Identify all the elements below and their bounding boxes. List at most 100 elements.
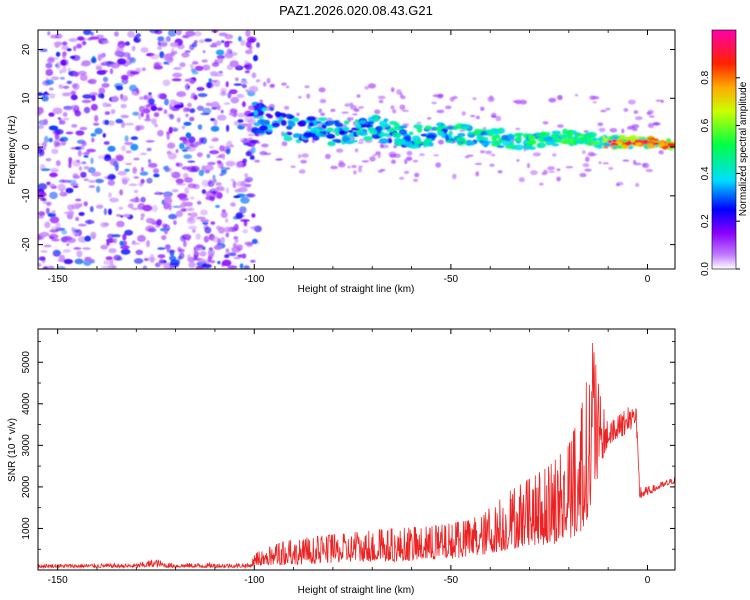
noise-blob [38,256,46,261]
noise-blob [65,187,74,194]
noise-blob [131,207,139,211]
halo-blob [306,93,311,99]
noise-blob [147,159,152,164]
noise-blob [70,104,80,110]
noise-blob [89,92,99,96]
noise-blob [228,252,237,257]
halo-blob [487,96,495,103]
spectrogram-ytick-label: -20 [21,237,32,252]
signal-blob [364,124,371,128]
halo-blob [532,152,541,157]
noise-blob [181,52,190,58]
halo-blob [419,153,425,157]
signal-blob [343,120,350,125]
halo-blob [406,150,413,156]
noise-blob [83,166,90,170]
halo-blob [479,150,486,154]
noise-blob [140,167,144,172]
noise-blob [49,172,58,178]
noise-blob [81,141,87,147]
signal-blob [445,134,449,141]
noise-blob [225,232,230,238]
noise-blob [175,210,183,218]
noise-blob [243,64,250,69]
halo-blob [628,99,636,105]
noise-blob [209,150,220,155]
figure-title: PAZ1.2026.020.08.43.G21 [279,3,433,18]
noise-blob [157,254,166,259]
noise-blob [146,147,152,152]
signal-blob [555,134,560,138]
signal-blob [259,125,268,131]
noise-blob [187,102,192,108]
noise-blob [74,232,78,237]
noise-blob [204,169,210,174]
noise-blob [130,136,139,141]
noise-blob [90,231,97,239]
signal-blob [502,141,512,146]
noise-blob [151,204,158,213]
noise-blob [81,41,87,46]
noise-blob [129,57,136,64]
noise-blob [120,103,127,109]
noise-blob [44,135,49,144]
noise-blob [95,204,104,209]
noise-blob [205,81,214,89]
halo-blob [585,156,590,162]
noise-blob [87,167,96,174]
noise-blob [87,78,97,85]
signal-blob [278,116,284,121]
noise-blob [251,72,257,79]
noise-blob [165,36,171,42]
noise-blob [96,185,101,193]
halo-blob [556,176,561,182]
noise-blob [164,98,169,106]
halo-blob [256,141,261,144]
halo-blob [592,96,600,100]
noise-blob [250,139,259,144]
noise-blob [73,71,80,77]
signal-blob [326,133,336,139]
noise-blob [38,143,42,146]
noise-blob [107,179,116,186]
noise-blob [179,62,186,68]
halo-blob [368,83,376,89]
noise-blob [211,42,217,47]
signal-blob [424,125,433,131]
snr-ticks: -150 -100 -50 0 1000 2000 3000 4000 5000 [21,329,675,586]
halo-blob [344,103,351,107]
noise-blob [154,123,159,128]
noise-blob [100,222,109,228]
noise-blob [181,201,187,205]
signal-blob [257,119,268,124]
halo-blob [353,108,360,112]
noise-blob [189,79,195,85]
halo-blob [475,162,482,166]
noise-blob [230,96,240,104]
noise-blob [49,236,54,240]
noise-blob [173,128,178,132]
noise-blob [224,41,230,48]
noise-blob [104,111,111,115]
noise-blob [210,125,220,132]
halo-blob [261,143,269,148]
halo-blob [402,123,410,127]
halo-blob [556,168,561,172]
halo-blob [623,108,629,112]
noise-blob [183,154,193,160]
signal-blob [603,142,612,147]
noise-blob [142,204,153,212]
noise-blob [49,191,58,200]
noise-blob [237,112,246,118]
noise-blob [108,61,115,65]
signal-blob [501,134,509,141]
noise-blob [38,125,44,129]
noise-blob [89,36,100,40]
noise-blob [152,168,160,174]
noise-blob [116,214,121,217]
noise-blob [176,162,183,168]
snr-xtick-label: 0 [645,575,651,586]
noise-blob [180,235,187,242]
halo-blob [518,177,525,183]
